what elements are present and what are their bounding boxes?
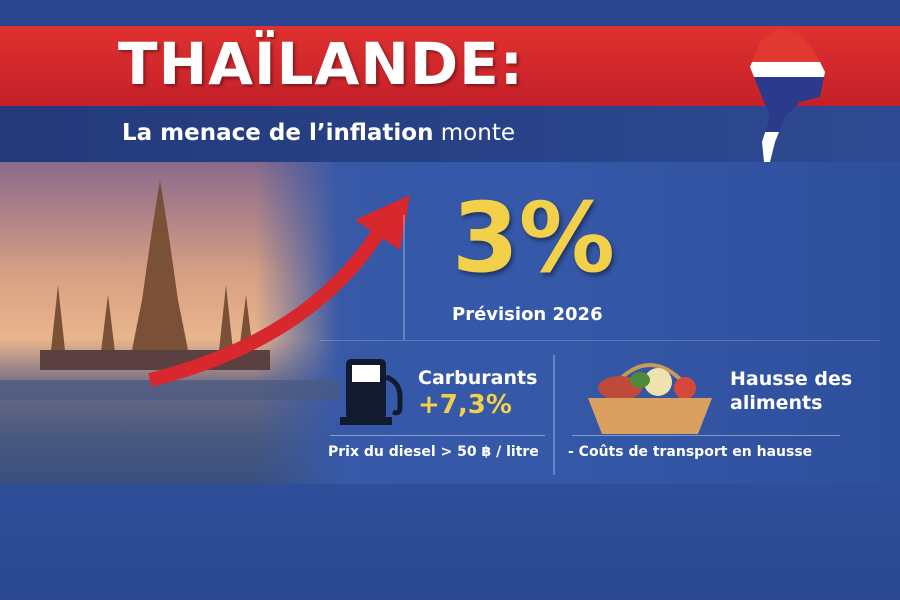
divider — [553, 355, 555, 475]
page-title: THAÏLANDE: — [118, 30, 524, 98]
subtitle-bold: La menace de l’inflation — [122, 120, 434, 146]
rising-arrow-icon — [148, 195, 410, 387]
subtitle-band — [0, 106, 900, 162]
food-basket-icon — [588, 363, 712, 434]
fuel-pump-icon — [340, 359, 403, 425]
food-note: - Coûts de transport en hausse — [568, 444, 813, 460]
subtitle: La menace de l’inflation monte — [122, 120, 515, 146]
divider — [403, 215, 405, 340]
fuel-title: Carburants — [418, 367, 538, 389]
forecast-value: 3% — [452, 182, 615, 294]
divider — [320, 340, 880, 341]
divider — [330, 435, 545, 436]
divider — [572, 435, 840, 436]
fuel-note: Prix du diesel > 50 ฿ / litre — [328, 444, 539, 460]
forecast-label: Prévision 2026 — [452, 304, 603, 325]
bottom-band — [0, 484, 900, 600]
subtitle-rest: monte — [440, 120, 516, 146]
top-strip — [0, 0, 900, 26]
fuel-value: +7,3% — [418, 390, 512, 420]
food-title-line2: aliments — [730, 392, 823, 414]
food-title-line1: Hausse des — [730, 368, 853, 390]
title-banner — [0, 26, 900, 106]
